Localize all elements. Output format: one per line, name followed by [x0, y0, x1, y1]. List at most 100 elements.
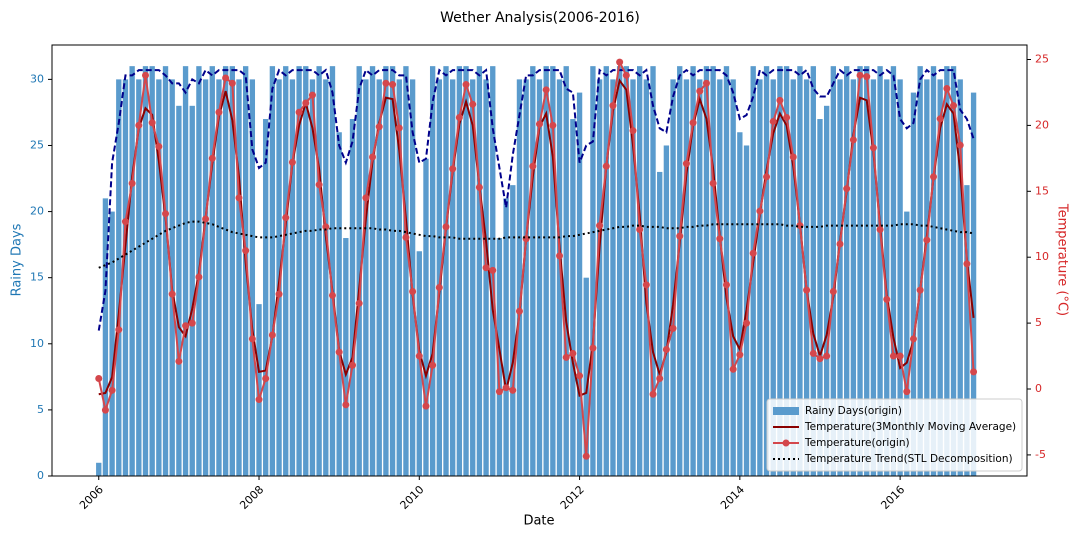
point — [662, 345, 670, 353]
bar — [456, 66, 463, 476]
bar — [690, 66, 696, 476]
y-axis-label: Rainy Days — [10, 223, 25, 296]
bar — [790, 79, 796, 476]
point — [135, 121, 143, 129]
bar — [737, 132, 743, 476]
bar — [777, 66, 783, 476]
legend-swatch — [773, 407, 799, 415]
point — [756, 207, 764, 215]
y-tick-label: 5 — [37, 403, 44, 416]
point — [435, 284, 443, 292]
line — [97, 58, 975, 457]
bar — [810, 66, 816, 476]
bar — [657, 171, 663, 477]
bar — [677, 66, 683, 476]
bar — [376, 79, 382, 476]
bar — [817, 119, 823, 477]
bar — [383, 66, 389, 476]
point — [188, 319, 196, 327]
legend-label: Temperature Trend(STL Decomposition) — [804, 453, 1013, 465]
point — [162, 210, 170, 218]
point — [382, 79, 390, 87]
bar — [884, 79, 890, 476]
bar — [523, 79, 529, 476]
bar — [463, 66, 469, 476]
point — [155, 142, 163, 150]
bar — [149, 66, 155, 476]
bar — [550, 66, 556, 476]
point — [909, 335, 917, 343]
bar — [563, 66, 569, 476]
bar — [803, 79, 810, 476]
point — [562, 353, 570, 361]
point — [302, 99, 310, 107]
bar — [136, 79, 142, 476]
point — [869, 144, 877, 152]
point — [743, 319, 751, 327]
bar — [303, 66, 309, 476]
chart-title: Wether Analysis(2006-2016) — [440, 10, 640, 26]
point — [596, 222, 604, 230]
point — [242, 247, 250, 255]
point — [502, 384, 510, 392]
bar — [229, 66, 235, 476]
x-tick-label: 2016 — [878, 483, 907, 512]
bar — [189, 105, 195, 476]
point — [923, 236, 931, 244]
line — [98, 220, 974, 269]
point — [349, 361, 357, 369]
point — [222, 74, 230, 82]
bar — [496, 238, 503, 476]
bar — [770, 79, 776, 476]
point — [369, 153, 377, 161]
bar — [429, 66, 436, 476]
point — [282, 214, 290, 222]
point — [849, 136, 857, 144]
point — [509, 386, 517, 394]
point — [776, 96, 784, 104]
bar — [296, 66, 302, 476]
bar — [102, 198, 109, 476]
bar — [864, 66, 870, 476]
bar — [222, 66, 229, 476]
point — [115, 326, 123, 334]
bar — [703, 66, 710, 476]
point — [515, 307, 523, 315]
bar — [924, 79, 930, 476]
point — [375, 123, 383, 131]
y-tick-label: 20 — [30, 205, 44, 218]
bar — [162, 66, 169, 476]
point — [182, 322, 190, 330]
legend-marker — [782, 439, 790, 447]
bar — [510, 185, 516, 476]
bar — [269, 66, 276, 476]
point — [288, 158, 296, 166]
point — [469, 100, 477, 108]
point — [749, 249, 757, 257]
point — [783, 113, 791, 121]
bar — [343, 238, 349, 476]
point — [863, 73, 871, 81]
x-tick-label: 2006 — [77, 483, 106, 512]
bar — [316, 66, 322, 476]
point — [763, 173, 771, 181]
bar — [650, 66, 656, 476]
bar — [904, 211, 910, 476]
point — [682, 160, 690, 168]
x-tick-label: 2008 — [237, 483, 266, 512]
bar — [309, 79, 316, 476]
bar — [96, 462, 102, 476]
y2-tick-label: 15 — [1035, 184, 1049, 197]
point — [602, 162, 610, 170]
point — [268, 331, 276, 339]
plot-frame — [51, 44, 1028, 477]
point — [716, 235, 724, 243]
y2-tick-label: 10 — [1035, 250, 1049, 263]
point — [950, 102, 958, 110]
bar — [202, 79, 209, 476]
y-tick-label: 0 — [37, 469, 44, 482]
point — [789, 153, 797, 161]
bar — [169, 79, 175, 476]
point — [295, 108, 303, 116]
